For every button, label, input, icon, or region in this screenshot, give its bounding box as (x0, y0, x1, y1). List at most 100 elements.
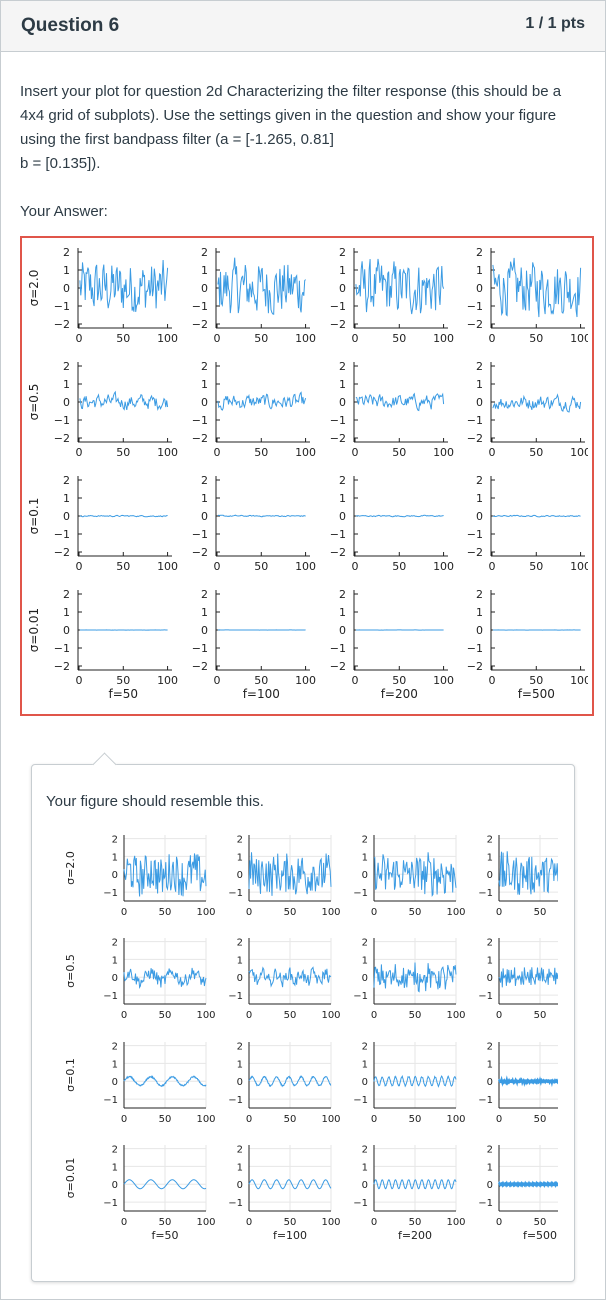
y-tick-label: 2 (476, 360, 483, 373)
y-tick-label: −1 (353, 1198, 368, 1209)
y-tick-label: 2 (487, 835, 493, 846)
x-tick-label: 100 (321, 1010, 340, 1021)
y-tick-label: −1 (54, 300, 70, 313)
y-tick-label: 1 (112, 955, 118, 966)
comment-text: Your figure should resemble this. (46, 793, 264, 810)
x-tick-label: 100 (321, 1114, 340, 1125)
row-label: σ=2.0 (64, 851, 77, 885)
row-label: σ=2.0 (27, 270, 41, 307)
x-tick-label: 100 (446, 1010, 465, 1021)
y-tick-label: 0 (339, 396, 346, 409)
y-tick-label: 0 (487, 1077, 493, 1088)
y-tick-label: 2 (201, 474, 208, 487)
y-tick-label: 2 (476, 246, 483, 259)
x-tick-label: 0 (76, 332, 83, 345)
series-line (373, 962, 457, 993)
y-tick-label: 1 (362, 955, 368, 966)
question-points: 1 / 1 pts (525, 15, 585, 32)
x-tick-label: 100 (570, 332, 588, 345)
x-tick-label: 100 (446, 1217, 465, 1228)
y-tick-label: 0 (237, 870, 243, 881)
x-tick-label: 50 (159, 1114, 172, 1125)
y-tick-label: 2 (487, 1042, 493, 1053)
y-tick-label: −1 (353, 1095, 368, 1106)
y-tick-label: −2 (54, 432, 70, 445)
x-tick-label: 50 (529, 674, 543, 687)
y-tick-label: 2 (112, 1042, 118, 1053)
x-tick-label: 100 (196, 1114, 215, 1125)
answer-figure-box[interactable]: σ=2.0 2 1 0 −1 −2 0 50 100 2 1 0 −1 −2 0 50 100 2 1 0 −1 −2 0 5… (20, 236, 594, 716)
question-text: Insert your plot for question 2d Charact… (20, 80, 586, 176)
y-tick-label: 0 (339, 510, 346, 523)
y-tick-label: −2 (330, 546, 346, 559)
x-tick-label: 0 (352, 446, 359, 459)
x-tick-label: 50 (159, 1010, 172, 1021)
row-label: σ=0.01 (64, 1158, 77, 1199)
y-tick-label: 1 (339, 606, 346, 619)
y-tick-label: 2 (63, 588, 70, 601)
x-tick-label: 100 (295, 332, 316, 345)
y-tick-label: −1 (192, 300, 208, 313)
x-tick-label: 100 (196, 1010, 215, 1021)
x-tick-label: 50 (254, 674, 268, 687)
y-tick-label: 0 (201, 282, 208, 295)
column-label: f=500 (523, 1229, 557, 1242)
y-tick-label: 0 (201, 396, 208, 409)
x-tick-label: 100 (433, 446, 454, 459)
series-line (248, 1179, 332, 1190)
your-answer-label: Your Answer: (20, 203, 108, 220)
y-tick-label: 2 (339, 588, 346, 601)
x-tick-label: 100 (433, 674, 454, 687)
y-tick-label: −1 (192, 414, 208, 427)
column-label: f=500 (518, 687, 555, 701)
question-text-line-1: Insert your plot for question 2d Charact… (20, 83, 562, 148)
x-tick-label: 0 (371, 1114, 377, 1125)
y-tick-label: 2 (201, 246, 208, 259)
y-tick-label: 0 (362, 870, 368, 881)
y-tick-label: 0 (476, 510, 483, 523)
column-label: f=50 (151, 1229, 178, 1242)
y-tick-label: 1 (237, 1162, 243, 1173)
y-tick-label: 1 (487, 1059, 493, 1070)
y-tick-label: −1 (192, 528, 208, 541)
y-tick-label: 0 (487, 973, 493, 984)
x-tick-label: 50 (392, 332, 406, 345)
x-tick-label: 0 (76, 560, 83, 573)
question-title: Question 6 (21, 15, 120, 36)
y-tick-label: −1 (467, 300, 483, 313)
series-line (79, 514, 168, 518)
x-tick-label: 0 (496, 907, 502, 918)
y-tick-label: 2 (476, 474, 483, 487)
series-line (497, 1180, 583, 1189)
y-tick-label: −2 (54, 318, 70, 331)
y-tick-label: 1 (476, 492, 483, 505)
series-line (248, 1075, 332, 1088)
y-tick-label: 2 (487, 938, 493, 949)
y-tick-label: 0 (201, 510, 208, 523)
subplot: 2 1 0 −1 −2 0 50 100 (467, 246, 588, 345)
series-line (123, 1179, 207, 1190)
series-line (79, 259, 169, 312)
x-tick-label: 0 (246, 1114, 252, 1125)
y-tick-label: 2 (487, 1145, 493, 1156)
series-line (492, 514, 581, 518)
x-tick-label: 50 (159, 907, 172, 918)
y-tick-label: 2 (63, 474, 70, 487)
x-tick-label: 50 (409, 1010, 422, 1021)
x-tick-label: 0 (121, 1114, 127, 1125)
y-tick-label: −1 (228, 1095, 243, 1106)
y-tick-label: 0 (237, 1180, 243, 1191)
y-tick-label: −1 (54, 414, 70, 427)
series-line (355, 258, 445, 315)
subplot: 2 1 0 −1 −2 0 50 100 (330, 246, 454, 345)
series-line (217, 391, 307, 411)
y-tick-label: −1 (467, 414, 483, 427)
y-tick-label: 0 (112, 1180, 118, 1191)
